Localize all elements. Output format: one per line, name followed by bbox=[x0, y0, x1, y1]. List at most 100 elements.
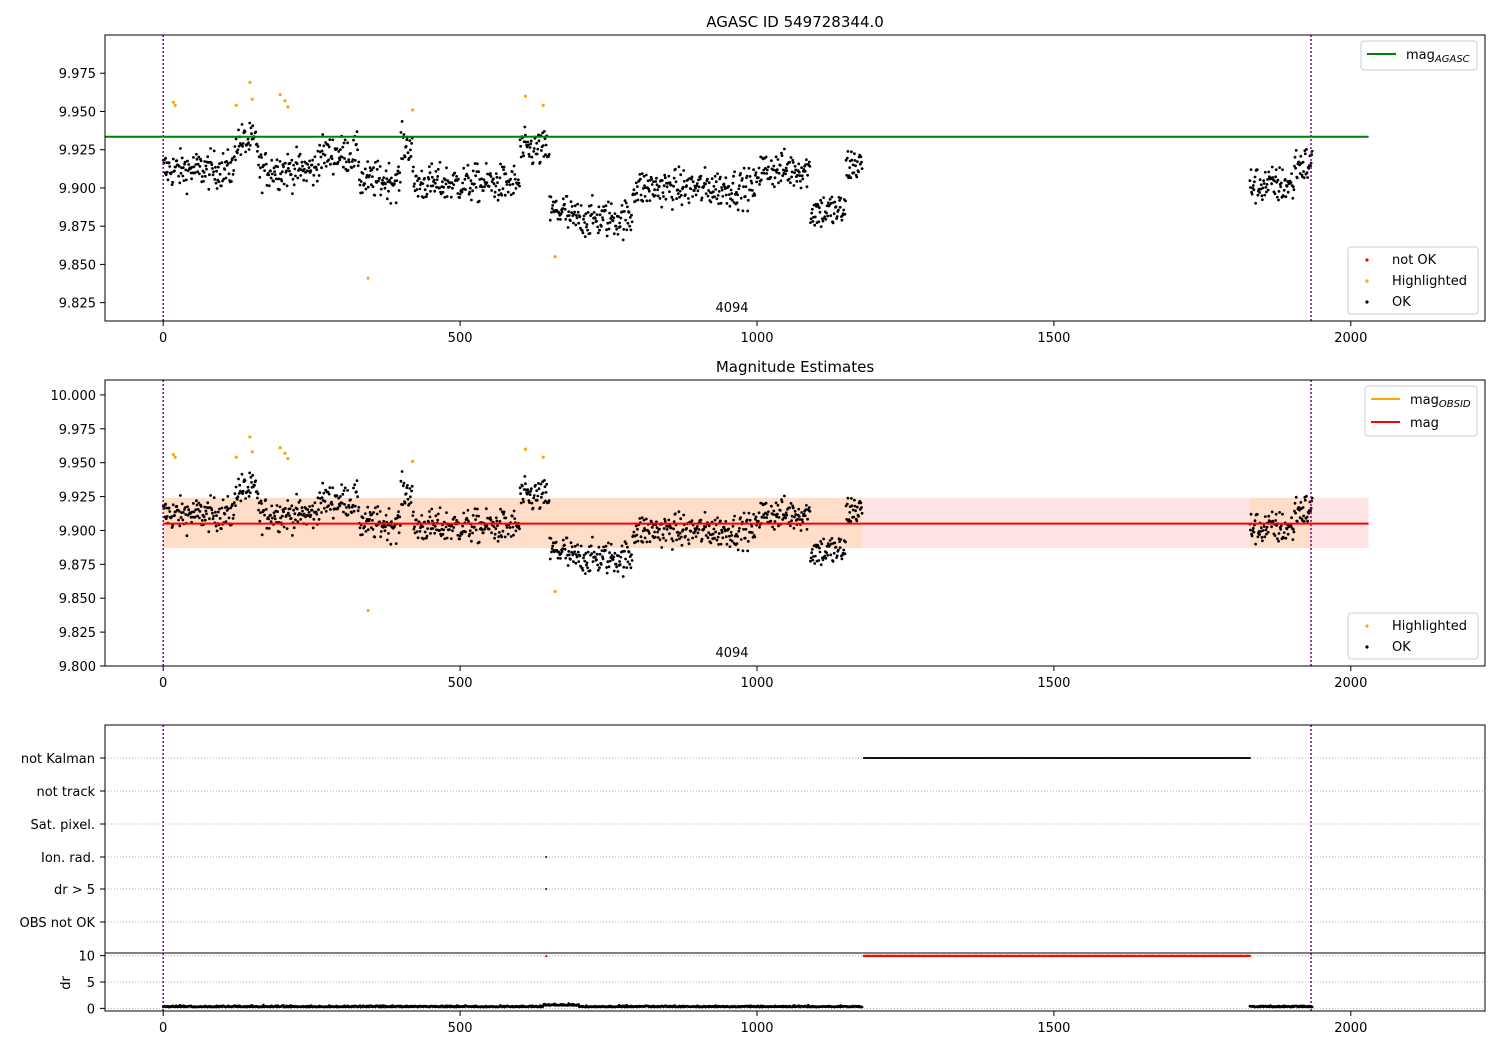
ok-point bbox=[808, 164, 812, 168]
ok-point bbox=[512, 533, 515, 537]
ok-point bbox=[275, 158, 279, 162]
ok-point bbox=[346, 489, 349, 492]
ok-point bbox=[343, 138, 347, 142]
y-tick-label: 10.000 bbox=[51, 389, 97, 404]
ok-point bbox=[800, 511, 803, 514]
ok-point bbox=[754, 515, 758, 519]
ok-point bbox=[1294, 149, 1298, 152]
ok-point bbox=[409, 501, 413, 504]
ok-point bbox=[385, 538, 389, 542]
ok-point bbox=[278, 188, 281, 192]
ok-point bbox=[411, 514, 415, 517]
ok-point bbox=[484, 162, 488, 165]
ok-point bbox=[837, 548, 840, 552]
legend-highlighted-marker bbox=[1365, 279, 1369, 283]
ok-point bbox=[576, 543, 579, 547]
ok-point bbox=[356, 509, 360, 513]
highlighted-point bbox=[410, 459, 415, 463]
ok-point bbox=[203, 505, 207, 509]
ok-point bbox=[706, 536, 710, 540]
ok-point bbox=[627, 550, 631, 554]
dr-gt-5-flag bbox=[545, 888, 548, 890]
ok-point bbox=[364, 530, 368, 533]
ok-point bbox=[569, 541, 573, 545]
ok-point bbox=[821, 219, 825, 223]
ok-point bbox=[808, 509, 812, 513]
ok-point bbox=[363, 167, 367, 171]
ok-point bbox=[595, 213, 599, 217]
ok-point bbox=[474, 528, 478, 532]
ok-point bbox=[1292, 530, 1296, 534]
ok-point bbox=[528, 155, 531, 158]
ok-point bbox=[601, 218, 605, 222]
ok-point bbox=[719, 519, 722, 523]
magnitude-legend-points: Highlighted OK bbox=[1347, 612, 1479, 660]
ok-point bbox=[331, 138, 335, 142]
ok-point bbox=[818, 210, 822, 214]
ok-point bbox=[476, 162, 479, 166]
ok-point bbox=[425, 536, 428, 540]
ok-point bbox=[648, 199, 652, 203]
ok-point bbox=[223, 168, 227, 171]
ok-point bbox=[485, 181, 489, 185]
ok-point bbox=[227, 161, 230, 165]
ok-point bbox=[384, 169, 388, 173]
ok-point bbox=[585, 561, 589, 565]
magnitude-panel-axes: 0 500 1000 1500 20009.8009.8259.8509.8759.90… bbox=[51, 389, 1368, 691]
ok-point bbox=[248, 144, 252, 147]
ok-point bbox=[799, 179, 802, 183]
ok-point bbox=[762, 171, 766, 175]
ok-point bbox=[838, 199, 841, 202]
ok-point bbox=[602, 545, 605, 549]
ok-point bbox=[200, 519, 204, 522]
ok-point bbox=[1305, 515, 1309, 519]
ok-point bbox=[439, 192, 443, 196]
ok-point bbox=[455, 175, 458, 178]
ok-point bbox=[717, 202, 720, 206]
ok-point bbox=[851, 508, 855, 512]
ok-point bbox=[1270, 165, 1274, 169]
ok-point bbox=[569, 219, 572, 223]
ok-point bbox=[286, 167, 290, 170]
ok-point bbox=[273, 514, 276, 518]
ok-point bbox=[190, 177, 194, 181]
ok-point bbox=[785, 513, 789, 517]
ok-point bbox=[650, 183, 654, 186]
ok-point bbox=[368, 174, 371, 177]
ok-point bbox=[682, 179, 686, 183]
ok-point bbox=[419, 183, 422, 187]
ok-point bbox=[668, 532, 671, 536]
x-tick-label: 2000 bbox=[1334, 1021, 1367, 1036]
ok-point bbox=[613, 551, 617, 555]
ok-point bbox=[644, 173, 648, 177]
ok-point bbox=[288, 161, 292, 165]
ok-point bbox=[1267, 170, 1271, 174]
x-tick-label: 0 bbox=[159, 676, 167, 691]
ok-point bbox=[650, 526, 654, 529]
ok-point bbox=[596, 225, 600, 229]
ok-point bbox=[192, 156, 195, 159]
ok-point bbox=[793, 164, 797, 168]
ok-point bbox=[366, 528, 370, 532]
ok-point bbox=[486, 172, 489, 176]
ok-point bbox=[544, 499, 547, 503]
ok-point bbox=[689, 529, 693, 533]
ok-point bbox=[528, 493, 532, 496]
ok-point bbox=[403, 155, 407, 159]
ok-point bbox=[410, 489, 413, 493]
ok-point bbox=[279, 516, 282, 520]
ok-point bbox=[754, 517, 757, 521]
x-tick-label: 0 bbox=[159, 1021, 167, 1036]
ok-point bbox=[418, 530, 422, 533]
ok-point bbox=[569, 558, 572, 561]
ok-point bbox=[572, 212, 576, 216]
ok-point bbox=[704, 534, 708, 537]
ok-point bbox=[496, 524, 499, 528]
ok-point bbox=[577, 221, 581, 225]
ok-point bbox=[487, 527, 491, 531]
ok-point bbox=[585, 223, 589, 226]
ok-point bbox=[473, 182, 476, 186]
ok-point bbox=[565, 536, 569, 540]
ok-point bbox=[796, 517, 799, 521]
ok-point bbox=[765, 516, 769, 519]
